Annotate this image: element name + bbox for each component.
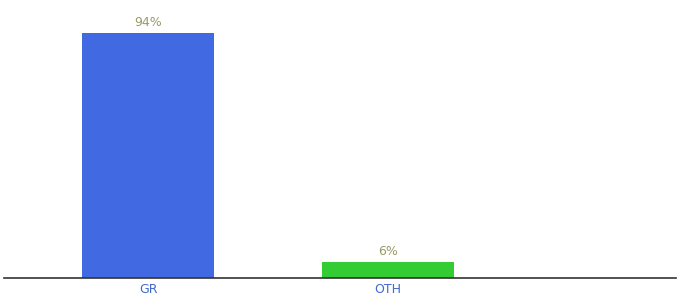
Bar xyxy=(82,33,214,278)
Bar xyxy=(322,262,454,278)
Text: 6%: 6% xyxy=(378,245,398,258)
Text: 94%: 94% xyxy=(134,16,162,29)
